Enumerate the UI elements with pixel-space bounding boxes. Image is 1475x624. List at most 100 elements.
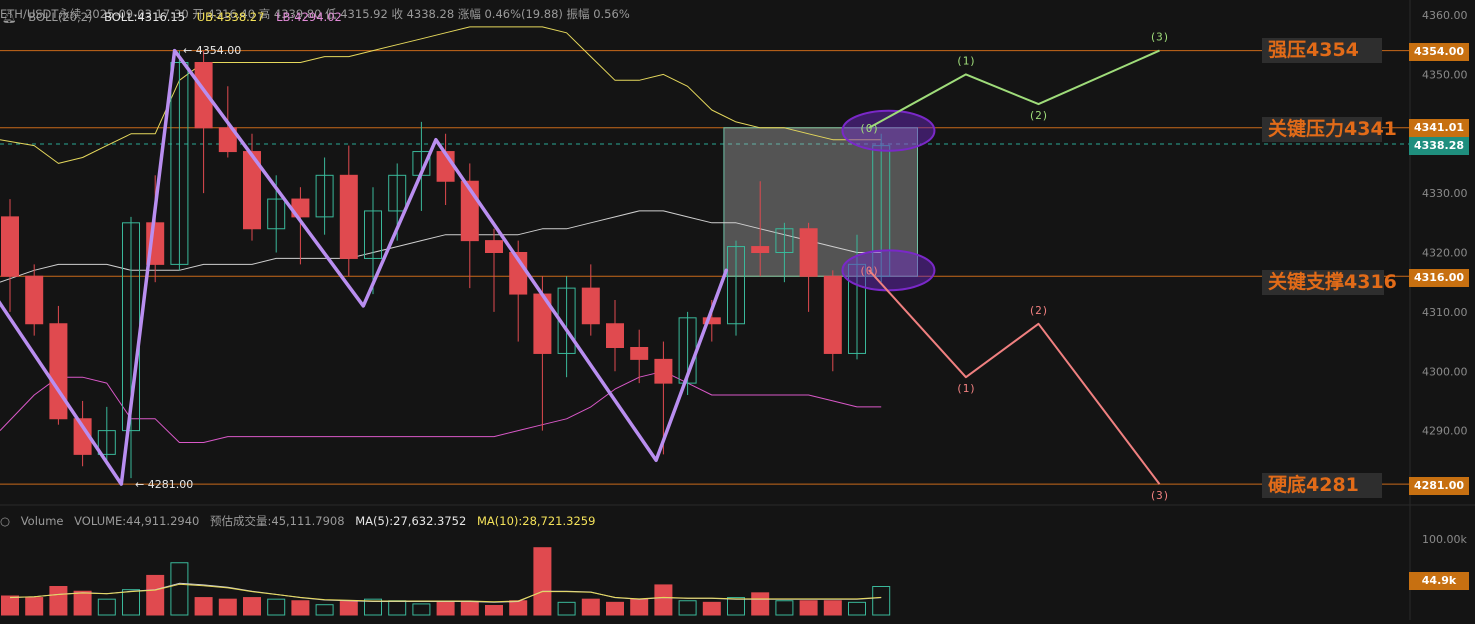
volume-indicator-icon[interactable]: ○ <box>0 514 11 528</box>
candle-down <box>25 275 44 325</box>
candle-down <box>630 347 649 360</box>
resistance-ellipse <box>841 109 936 152</box>
candle-up <box>170 62 189 265</box>
price-tag-current: 4338.28 <box>1409 137 1469 155</box>
bear-path-label: (0) <box>859 264 879 277</box>
volume-bar <box>1 595 19 616</box>
candle-down <box>654 358 673 384</box>
bear-path-label: (1) <box>956 382 976 395</box>
volume-bar <box>388 600 407 616</box>
pair-info: ETH/USDT永续 2025-09-03 17:30 开 4316.40 高 … <box>0 7 630 21</box>
candle-down <box>194 62 213 129</box>
volume-bar <box>243 597 261 616</box>
strong-resistance-label: 强压4354 <box>1262 38 1382 63</box>
volume-bar <box>872 586 891 616</box>
volume-bar <box>49 586 68 616</box>
volume-bar <box>97 598 116 616</box>
candle-up <box>388 174 407 212</box>
price-header: ETH/USDT永续 2025-09-03 17:30 开 4316.40 高 … <box>0 6 638 24</box>
volume-bar <box>315 604 334 616</box>
volume-bar <box>170 562 189 616</box>
bull-path-label: (3) <box>1150 31 1170 44</box>
candle-up <box>775 228 794 253</box>
volume-bar <box>702 601 721 616</box>
volume-estimate: 预估成交量:45,111.7908 <box>210 514 345 528</box>
volume-label: Volume <box>20 514 64 528</box>
support-ellipse <box>841 249 936 292</box>
volume-bar <box>557 601 576 616</box>
candle-up <box>267 198 286 230</box>
boll-mid-value: BOLL:4316.15 <box>104 10 186 24</box>
volume-bar <box>218 598 237 616</box>
boll-ub-value: UB:4338.27 <box>196 10 265 24</box>
volume-bar <box>436 601 455 616</box>
boll-header: 🔔︎ BOLL(20,2) BOLL:4316.15 UB:4338.27 LB… <box>2 10 350 28</box>
low-marker: ← 4281.00 <box>135 478 194 491</box>
bull-path <box>868 49 1160 129</box>
candle-up <box>97 430 116 455</box>
volume-bar <box>654 584 673 616</box>
boll-lb-value: LB:4294.02 <box>276 10 342 24</box>
candle-up <box>364 210 382 259</box>
bull-path-label: (0) <box>859 122 879 135</box>
volume-bar <box>485 605 503 616</box>
boll-upper-band <box>0 26 882 164</box>
candle-down <box>702 317 721 325</box>
volume-bar <box>460 601 479 616</box>
y-tick-label: 4310.00 <box>1422 306 1468 319</box>
high-marker: ← 4354.00 <box>183 44 242 57</box>
key-support-label: 关键支撑4316 <box>1262 270 1397 295</box>
candle-down <box>823 275 842 354</box>
zigzag-wave <box>0 48 729 486</box>
volume-header: ○ Volume VOLUME:44,911.2940 预估成交量:45,111… <box>0 513 602 531</box>
volume-bar <box>509 600 528 616</box>
y-tick-label: 4350.00 <box>1422 68 1468 81</box>
volume-bar <box>73 590 92 616</box>
low-marker-value: 4281.00 <box>147 478 194 491</box>
candle-up <box>557 287 576 354</box>
candle-down <box>243 151 261 230</box>
candle-down <box>49 323 68 420</box>
bear-path-label: (2) <box>1029 304 1049 317</box>
candle-down <box>581 287 600 325</box>
boll-label: BOLL(20,2) <box>28 10 93 24</box>
candle-down <box>751 246 770 253</box>
volume-bar <box>194 597 213 616</box>
volume-ma5-line <box>9 582 882 603</box>
volume-bar <box>581 598 600 616</box>
bull-path-label: (1) <box>956 54 976 67</box>
y-tick-label: 4320.00 <box>1422 247 1468 260</box>
candle-up <box>872 145 891 277</box>
candle-up <box>848 263 866 354</box>
candle-down <box>1 216 19 277</box>
hard-bottom-label: 硬底4281 <box>1262 473 1382 498</box>
candle-down <box>339 174 358 259</box>
volume-value: VOLUME:44,911.2940 <box>74 514 200 528</box>
volume-bar <box>267 598 286 616</box>
volume-bar <box>412 603 431 616</box>
price-tag-4354: 4354.00 <box>1409 43 1469 61</box>
volume-ma10: MA(10):28,721.3259 <box>476 514 596 528</box>
volume-bar <box>678 600 697 616</box>
y-tick-label: 4360.00 <box>1422 9 1468 22</box>
y-tick-label: 4290.00 <box>1422 425 1468 438</box>
volume-bar <box>146 574 165 616</box>
high-marker-value: 4354.00 <box>195 44 242 57</box>
volume-bar <box>606 601 624 616</box>
volume-bar <box>339 601 358 616</box>
volume-ma10-line <box>9 583 882 603</box>
volume-bar <box>823 600 842 616</box>
price-tag-4281: 4281.00 <box>1409 477 1469 495</box>
volume-bar <box>533 547 552 616</box>
volume-bar <box>727 597 745 616</box>
volume-bar <box>751 592 770 616</box>
y-tick-label: 4300.00 <box>1422 365 1468 378</box>
volume-tag: 44.9k <box>1409 572 1469 590</box>
volume-bar <box>799 600 818 616</box>
volume-tick-label: 100.00k <box>1422 533 1467 546</box>
volume-bar <box>630 598 649 616</box>
bell-icon[interactable]: 🔔︎ <box>2 10 17 24</box>
bear-path <box>868 269 1161 485</box>
volume-bar <box>848 601 866 616</box>
